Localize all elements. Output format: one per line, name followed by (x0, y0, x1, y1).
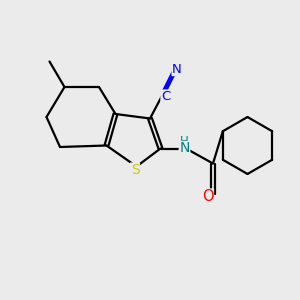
Text: N: N (172, 62, 182, 76)
Text: H: H (180, 135, 189, 148)
Text: S: S (130, 163, 140, 177)
Text: O: O (202, 189, 213, 204)
Text: C: C (161, 90, 170, 103)
Text: N: N (179, 142, 190, 155)
